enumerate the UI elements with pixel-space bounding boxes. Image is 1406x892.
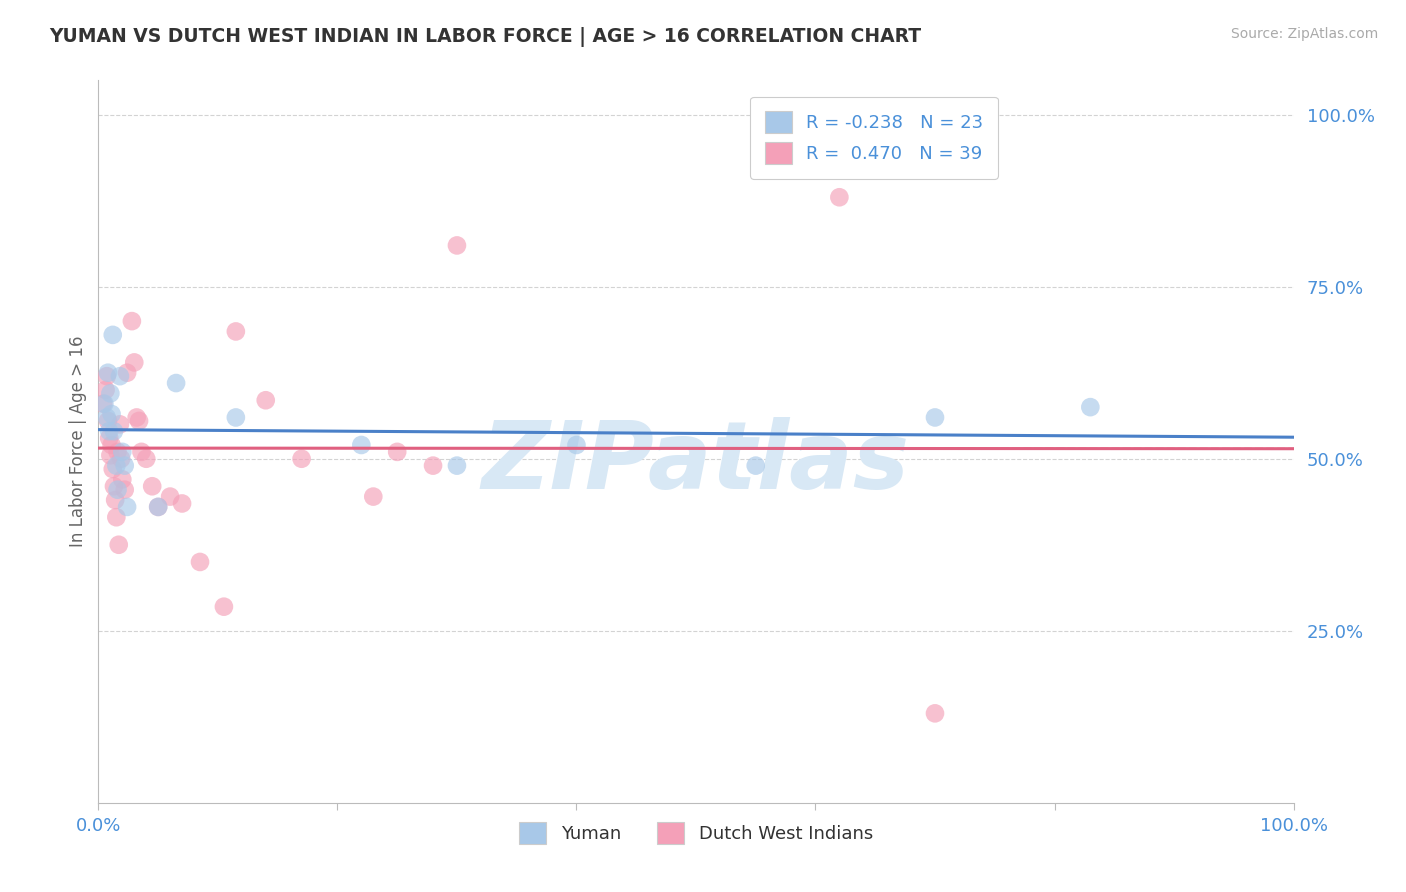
Point (446, 458, 468, 473)
Point (114, 458, 136, 473)
Point (172, 496, 194, 510)
Point (114, 483, 136, 497)
Point (115, 500, 138, 514)
Point (107, 445, 129, 459)
Point (98, 448, 122, 462)
Point (98, 431, 121, 445)
Point (107, 538, 129, 552)
Point (363, 490, 385, 504)
Point (225, 325, 247, 339)
Point (111, 445, 134, 459)
Point (91, 397, 114, 411)
Legend: Yuman, Dutch West Indians: Yuman, Dutch West Indians (512, 815, 880, 852)
Point (924, 410, 946, 425)
Text: Source: ZipAtlas.com: Source: ZipAtlas.com (1230, 27, 1378, 41)
Point (1080, 400, 1102, 414)
Point (141, 479, 163, 493)
Point (225, 410, 247, 425)
Point (98, 424, 121, 438)
Point (125, 410, 148, 425)
Point (350, 438, 373, 452)
Point (108, 417, 131, 432)
Point (100, 407, 122, 421)
Point (97, 414, 120, 428)
Point (165, 376, 187, 390)
Text: YUMAN VS DUTCH WEST INDIAN IN LABOR FORCE | AGE > 16 CORRELATION CHART: YUMAN VS DUTCH WEST INDIAN IN LABOR FORC… (49, 27, 921, 46)
Point (212, 599, 235, 614)
Y-axis label: In Labor Force | Age > 16: In Labor Force | Age > 16 (69, 335, 87, 548)
Point (446, 238, 468, 252)
Point (100, 438, 122, 452)
Point (828, 190, 851, 204)
Point (107, 483, 129, 497)
Point (148, 500, 170, 514)
Point (111, 472, 134, 486)
Point (385, 445, 409, 459)
Point (98, 386, 122, 401)
Text: ZIPatlas: ZIPatlas (482, 417, 910, 509)
Point (924, 706, 946, 721)
Point (131, 445, 153, 459)
Point (93, 397, 115, 411)
Point (124, 355, 146, 369)
Point (101, 327, 124, 342)
Point (105, 458, 128, 473)
Point (121, 314, 143, 328)
Point (128, 414, 150, 428)
Point (745, 458, 768, 473)
Point (96, 410, 118, 425)
Point (104, 493, 127, 508)
Point (96, 369, 118, 384)
Point (103, 424, 125, 438)
Point (291, 451, 314, 466)
Point (108, 369, 131, 384)
Point (565, 438, 588, 452)
Point (422, 458, 444, 473)
Point (97, 366, 120, 380)
Point (103, 479, 125, 493)
Point (105, 510, 128, 524)
Point (110, 451, 132, 466)
Point (115, 366, 138, 380)
Point (101, 462, 124, 476)
Point (159, 490, 181, 504)
Point (188, 555, 211, 569)
Point (148, 500, 170, 514)
Point (94, 383, 117, 397)
Point (135, 451, 157, 466)
Point (254, 393, 277, 408)
